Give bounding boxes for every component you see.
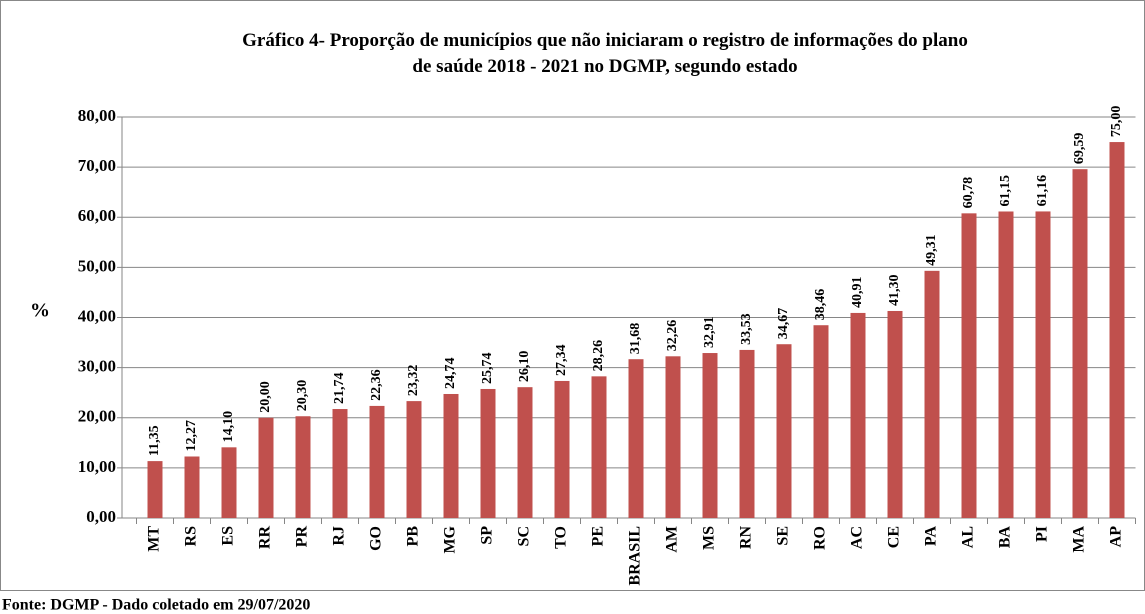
y-tick-label: 0,00 <box>86 507 116 526</box>
data-label: 32,91 <box>702 317 717 349</box>
x-tick-label: RR <box>257 526 274 550</box>
data-label: 38,46 <box>813 289 828 321</box>
data-label: 27,34 <box>554 344 569 376</box>
x-tick-label: SP <box>479 526 496 545</box>
x-tick-label: PI <box>1034 526 1051 542</box>
data-label: 21,74 <box>332 373 347 405</box>
x-tick-label: PR <box>294 526 311 548</box>
bar <box>332 409 348 518</box>
bar <box>776 344 792 518</box>
x-tick-label: ES <box>220 526 237 546</box>
y-tick-label: 60,00 <box>78 206 116 225</box>
bar <box>554 380 570 518</box>
x-tick-label: CE <box>886 526 903 548</box>
bar <box>998 211 1014 518</box>
data-label: 20,00 <box>258 381 273 413</box>
x-tick-label: RJ <box>331 526 348 546</box>
bar <box>702 353 718 518</box>
data-label: 33,53 <box>739 313 754 345</box>
data-label: 12,27 <box>184 420 199 452</box>
x-tick-label: SE <box>775 526 792 546</box>
data-label: 20,30 <box>295 380 310 412</box>
x-tick-label: GO <box>368 526 385 551</box>
x-tick-label: BRASIL <box>627 526 644 586</box>
chart-title: de saúde 2018 - 2021 no DGMP, segundo es… <box>412 56 797 77</box>
bar <box>961 213 977 518</box>
data-label: 11,35 <box>147 425 162 456</box>
x-tick-label: AL <box>960 526 977 548</box>
bar <box>591 376 607 518</box>
data-label: 61,15 <box>998 175 1013 207</box>
x-tick-label: BA <box>997 526 1014 549</box>
data-label: 40,91 <box>850 276 865 308</box>
bar <box>739 349 755 518</box>
y-tick-label: 30,00 <box>78 357 116 376</box>
bar <box>628 359 644 518</box>
chart-title: Gráfico 4- Proporção de municípios que n… <box>242 30 968 51</box>
data-label: 24,74 <box>443 357 458 389</box>
x-tick-label: AM <box>664 526 681 553</box>
data-label: 49,31 <box>924 234 939 266</box>
data-label: 60,78 <box>961 177 976 209</box>
bar <box>850 312 866 518</box>
x-tick-label: MT <box>146 526 163 552</box>
bar <box>443 393 459 518</box>
bar <box>1035 211 1051 519</box>
bar <box>480 388 496 518</box>
data-label: 31,68 <box>628 323 643 355</box>
data-label: 41,30 <box>887 274 902 306</box>
x-tick-label: MS <box>701 526 718 550</box>
y-tick-label: 80,00 <box>78 106 116 125</box>
bar <box>1109 142 1125 518</box>
x-tick-label: RN <box>738 526 755 550</box>
bar <box>887 310 903 518</box>
bar <box>295 416 311 518</box>
bar <box>221 447 237 518</box>
data-label: 25,74 <box>480 352 495 384</box>
data-label: 26,10 <box>517 351 532 383</box>
data-label: 28,26 <box>591 340 606 372</box>
source-note: Fonte: DGMP - Dado coletado em 29/07/202… <box>2 597 310 614</box>
bar <box>517 387 533 518</box>
y-tick-label: 50,00 <box>78 256 116 275</box>
x-tick-label: PB <box>405 526 422 547</box>
data-label: 32,26 <box>665 320 680 352</box>
x-tick-label: PA <box>923 526 940 547</box>
y-axis-label: % <box>30 300 50 322</box>
data-label: 22,36 <box>369 369 384 401</box>
x-tick-label: RO <box>812 526 829 550</box>
data-label: 75,00 <box>1109 106 1124 138</box>
bar <box>184 456 200 518</box>
data-label: 61,16 <box>1035 175 1050 207</box>
x-tick-label: MG <box>442 525 459 553</box>
bar <box>1072 169 1088 519</box>
bar <box>258 417 274 518</box>
x-tick-label: AP <box>1108 526 1125 548</box>
data-label: 14,10 <box>221 411 236 443</box>
y-tick-label: 10,00 <box>78 457 116 476</box>
bar <box>924 270 940 518</box>
bar <box>813 325 829 518</box>
data-label: 69,59 <box>1072 133 1087 165</box>
y-tick-label: 20,00 <box>78 407 116 426</box>
x-tick-label: TO <box>553 526 570 549</box>
y-tick-label: 40,00 <box>78 306 116 325</box>
x-tick-label: PE <box>590 526 607 546</box>
x-tick-label: SC <box>516 526 533 546</box>
data-label: 23,32 <box>406 365 421 397</box>
bar <box>147 461 163 518</box>
bar <box>406 401 422 518</box>
x-tick-label: MA <box>1071 526 1088 553</box>
bar <box>369 405 385 518</box>
x-tick-label: AC <box>849 526 866 549</box>
x-tick-label: RS <box>183 526 200 547</box>
y-tick-label: 70,00 <box>78 156 116 175</box>
data-label: 34,67 <box>776 308 791 340</box>
bar <box>665 356 681 518</box>
